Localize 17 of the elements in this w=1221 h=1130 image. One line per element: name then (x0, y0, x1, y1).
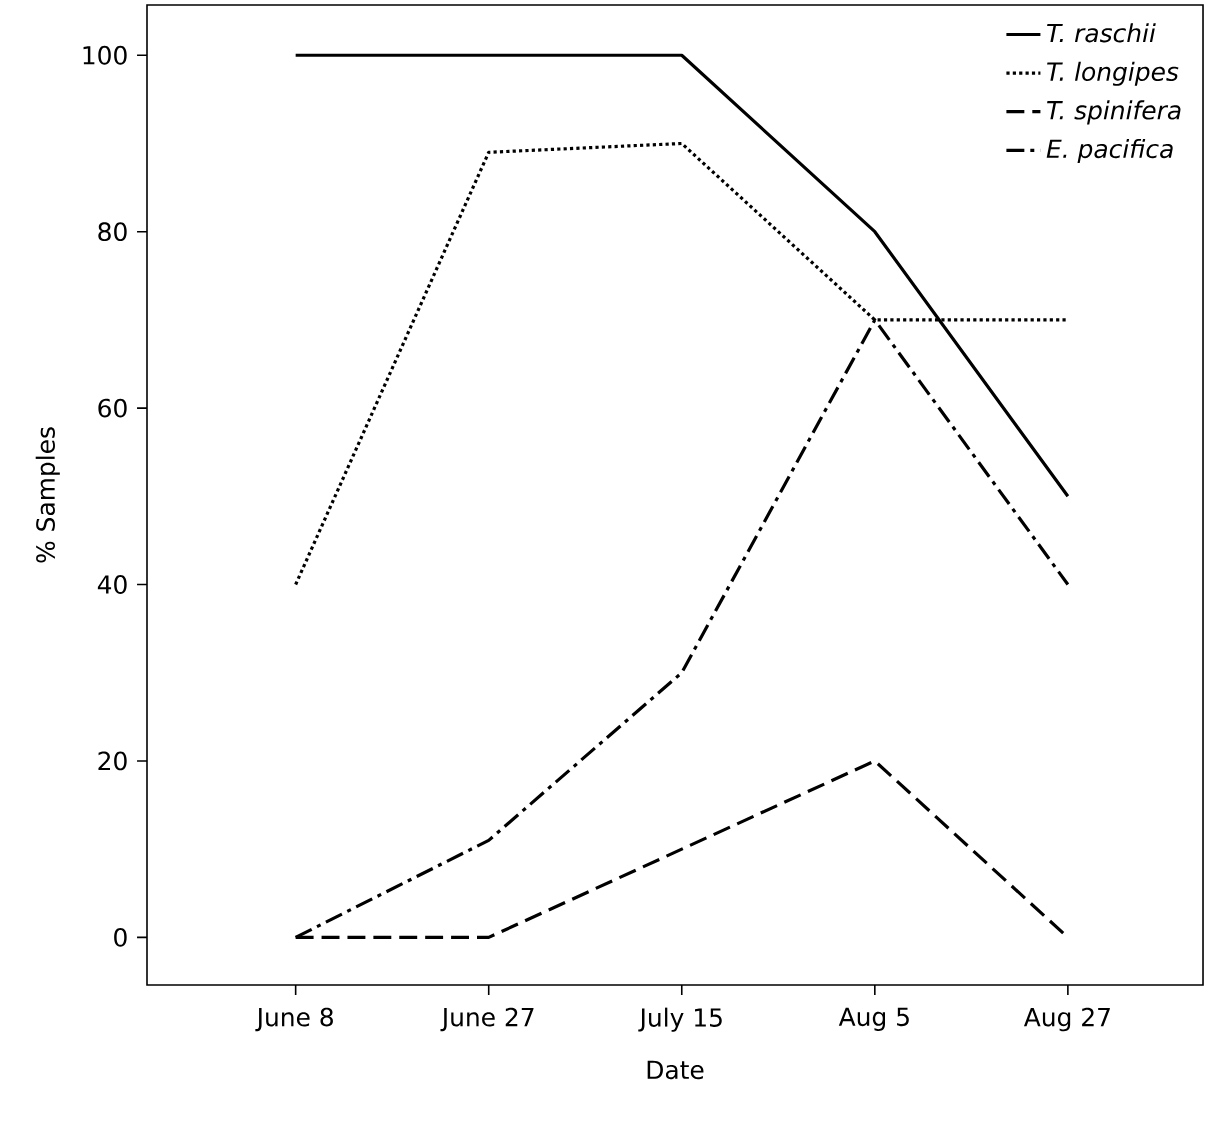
x-tick-label: July 15 (638, 1007, 722, 1032)
y-tick-label: 100 (83, 45, 127, 65)
y-tick-label: 20 (98, 751, 127, 771)
legend-label: T. longipes (1047, 61, 1179, 86)
x-tick-label: Aug 27 (1023, 1007, 1110, 1032)
legend-label: E. pacifica (1046, 138, 1173, 164)
legend-label: T. raschii (1047, 23, 1156, 43)
legend-label: T. spinifera (1047, 100, 1181, 125)
x-axis-title: Date (647, 1060, 704, 1080)
x-tick-label: June 8 (255, 1007, 333, 1032)
x-tick-label: June 27 (440, 1007, 534, 1032)
y-tick-label: 60 (98, 398, 127, 418)
x-tick-label: Aug 5 (838, 1007, 909, 1031)
y-tick-label: 40 (97, 575, 127, 594)
y-tick-label: 0 (114, 927, 127, 947)
y-axis-title: % Samples (35, 427, 60, 563)
y-tick-label: 80 (98, 222, 127, 242)
